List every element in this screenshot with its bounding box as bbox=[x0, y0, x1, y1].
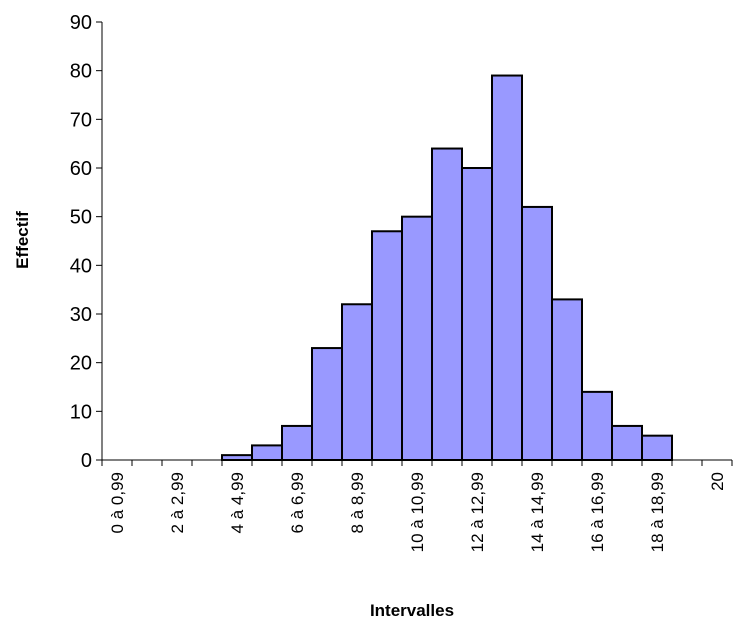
bar-7 bbox=[311, 347, 343, 462]
y-axis-title: Effectif bbox=[13, 211, 32, 269]
x-tick-label: 10 à 10,99 bbox=[408, 472, 427, 552]
bar-15 bbox=[551, 298, 583, 461]
y-tick-label: 50 bbox=[70, 207, 92, 229]
bars-group bbox=[221, 74, 673, 462]
bar-12 bbox=[461, 167, 493, 461]
axes-group bbox=[101, 22, 732, 461]
y-tick-label: 10 bbox=[70, 401, 92, 423]
bar-8 bbox=[341, 303, 373, 461]
y-tick-label: 30 bbox=[70, 304, 92, 326]
bar-10 bbox=[401, 215, 433, 461]
y-ticks-group: 0 10 20 30 40 50 60 70 80 90 bbox=[70, 12, 102, 472]
x-tick-label: 0 à 0,99 bbox=[108, 472, 127, 533]
bar-9 bbox=[371, 230, 403, 461]
y-tick-label: 90 bbox=[70, 12, 92, 34]
x-tick-label: 14 à 14,99 bbox=[528, 472, 547, 552]
y-tick-label: 20 bbox=[70, 353, 92, 375]
bar-4 bbox=[221, 454, 253, 461]
x-tick-label: 12 à 12,99 bbox=[468, 472, 487, 552]
y-tick-label: 60 bbox=[70, 158, 92, 180]
bar-14 bbox=[521, 205, 553, 461]
x-tick-label: 20 bbox=[708, 472, 727, 491]
x-tick-label: 4 à 4,99 bbox=[228, 472, 247, 533]
bar-13 bbox=[491, 74, 523, 462]
bar-18 bbox=[641, 434, 673, 461]
bar-5 bbox=[251, 444, 283, 461]
y-tick-label: 0 bbox=[81, 450, 92, 472]
y-tick-label: 80 bbox=[70, 61, 92, 83]
x-tick-label: 6 à 6,99 bbox=[288, 472, 307, 533]
bar-17 bbox=[611, 424, 643, 461]
x-ticks-group: 0 à 0,99 2 à 2,99 4 à 4,99 6 à 6,99 8 à 8,99… bbox=[101, 460, 733, 552]
bar-16 bbox=[581, 390, 613, 461]
x-axis-title: Intervalles bbox=[370, 601, 454, 620]
x-tick-label: 16 à 16,99 bbox=[588, 472, 607, 552]
bar-11 bbox=[431, 147, 463, 462]
bar-6 bbox=[281, 424, 313, 461]
x-tick-label: 2 à 2,99 bbox=[168, 472, 187, 533]
x-tick-label: 18 à 18,99 bbox=[648, 472, 667, 552]
x-tick-label: 8 à 8,99 bbox=[348, 472, 367, 533]
y-tick-label: 40 bbox=[70, 255, 92, 277]
y-tick-label: 70 bbox=[70, 109, 92, 131]
